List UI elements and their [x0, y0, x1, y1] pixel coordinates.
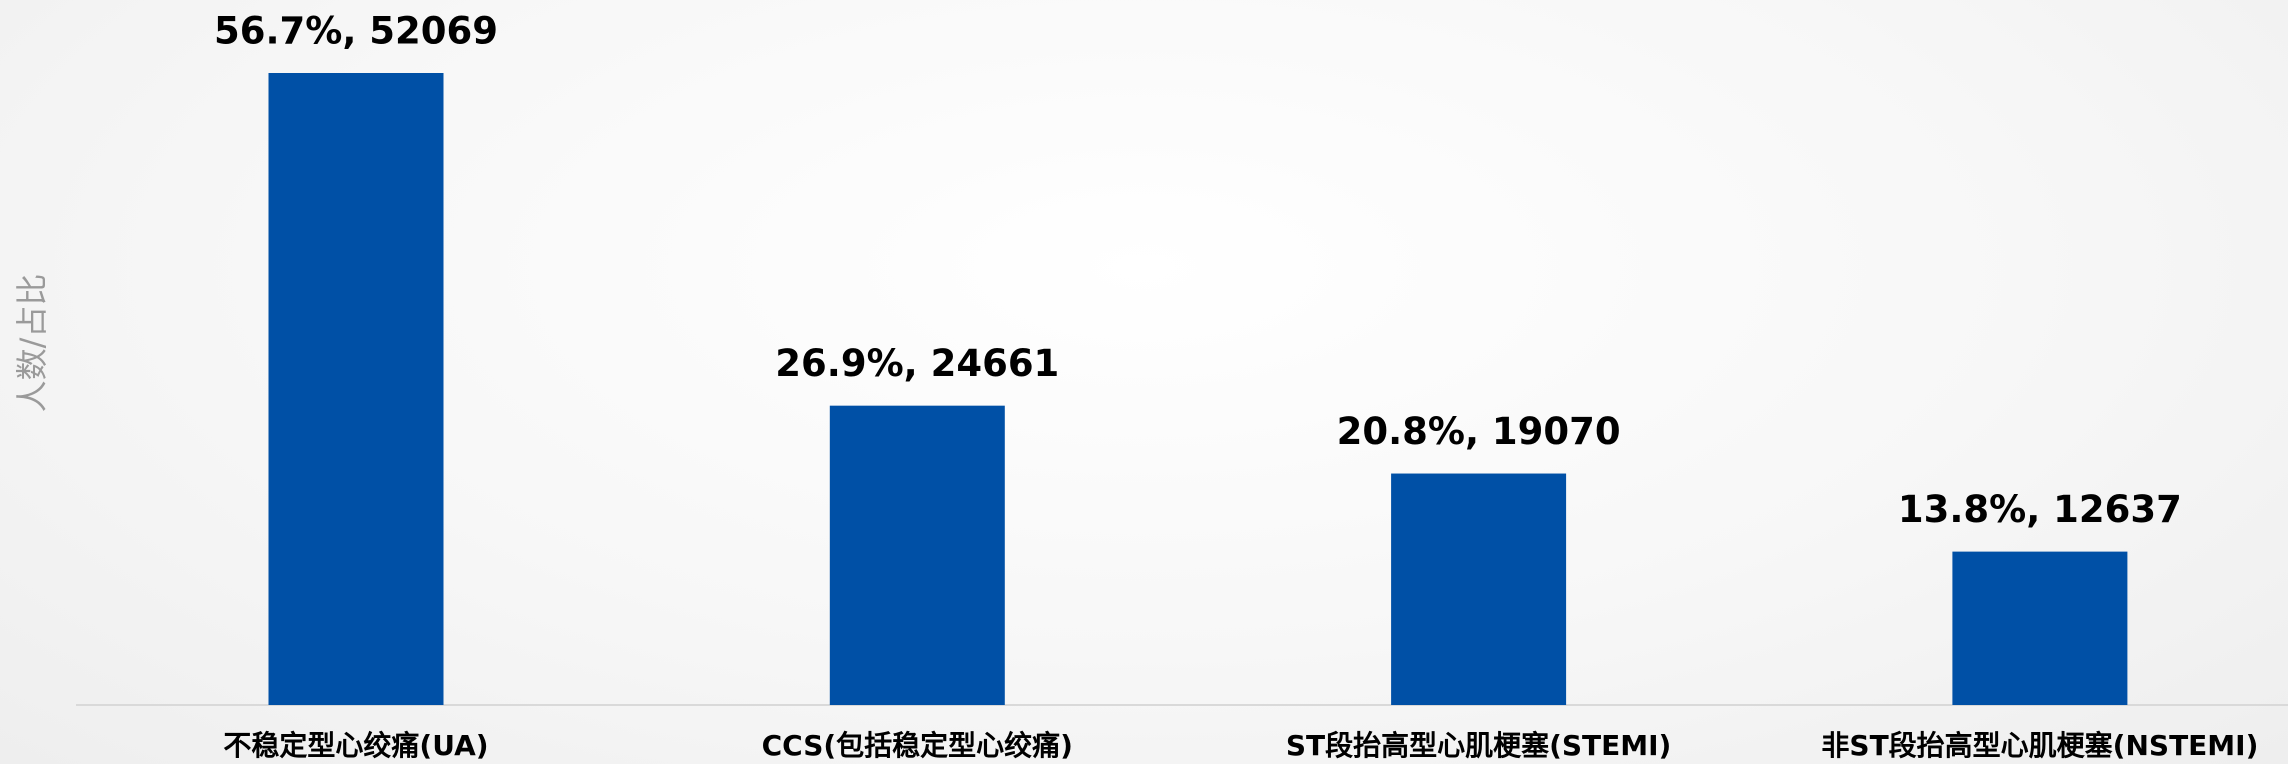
data-label: 13.8%, 12637: [1898, 488, 2182, 531]
bar: [268, 73, 444, 705]
x-tick-label: CCS(包括稳定型心绞痛): [762, 729, 1073, 762]
y-axis-label: 人数/占比: [13, 274, 51, 413]
bar: [1391, 473, 1567, 705]
data-label: 26.9%, 24661: [775, 342, 1059, 385]
x-tick-label: 不稳定型心绞痛(UA): [223, 729, 488, 762]
data-label: 20.8%, 19070: [1337, 410, 1621, 453]
bar: [1952, 551, 2128, 705]
x-tick-label: 非ST段抬高型心肌梗塞(NSTEMI): [1821, 729, 2258, 762]
bar: [829, 405, 1005, 705]
x-tick-label: ST段抬高型心肌梗塞(STEMI): [1286, 729, 1672, 762]
data-label: 56.7%, 52069: [214, 10, 498, 53]
